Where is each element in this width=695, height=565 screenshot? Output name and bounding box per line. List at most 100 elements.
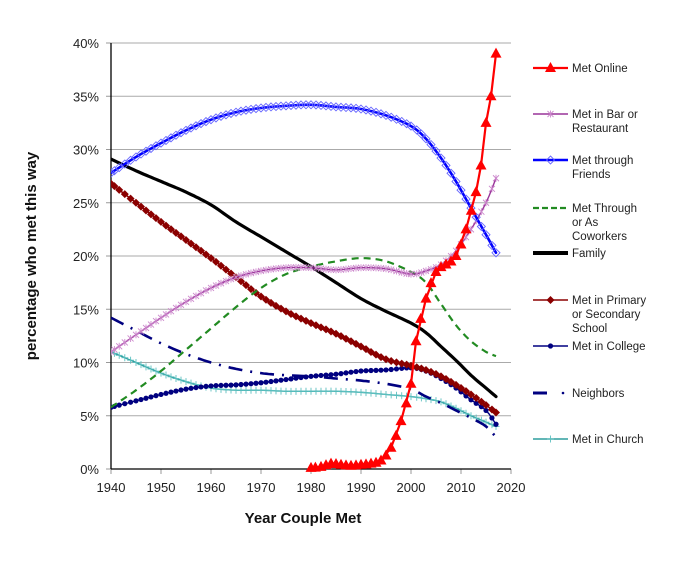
data-point-marker [158,391,164,398]
data-point-marker [460,223,472,234]
legend-label: Met in Primary [572,295,646,307]
data-point-marker [363,368,369,374]
data-point-marker [313,373,319,379]
data-point-marker [231,107,241,117]
data-point-marker [207,284,215,292]
x-tick-label: 1940 [97,480,126,495]
data-point-marker [217,279,225,287]
data-point-marker [381,110,391,121]
data-point-marker [137,202,145,211]
data-point-marker [147,365,155,373]
series-met-through-or-as-coworkers [111,257,497,409]
data-point-marker [137,327,145,335]
data-point-marker [407,270,415,278]
legend-item-met-in-primary-or-secondary-school: Met in Primary or Secondary School [533,295,646,335]
legend: Met Online Met in Bar or Restaurant Met thr… [533,62,646,446]
data-point-marker [406,121,416,131]
data-point-marker [481,230,491,240]
data-point-marker [352,264,360,272]
data-point-marker [400,397,412,408]
data-point-marker [167,373,175,381]
data-point-marker [188,385,194,391]
data-point-marker [332,266,340,274]
data-point-marker [361,105,371,115]
legend-item-met-through-friends: Met through Friends [533,155,633,181]
data-point-marker [390,429,402,440]
data-point-marker [187,239,195,248]
data-point-marker [247,285,255,294]
data-point-marker [128,399,134,405]
legend-label: or As [572,217,598,229]
data-point-marker [420,292,432,303]
data-point-marker [173,388,179,394]
data-point-marker [142,324,150,332]
series-line-family [111,157,498,399]
data-point-marker [471,212,481,222]
data-point-marker [425,277,437,288]
series-met-online [305,47,502,472]
series-line-neighbors [111,316,497,438]
x-tick-label: 1970 [247,480,276,495]
data-point-marker [172,304,180,312]
data-point-marker [153,393,159,399]
data-point-marker [162,221,170,230]
legend-label: Met Through [572,203,637,215]
data-point-marker [162,310,170,318]
y-tick-label: 20% [73,249,99,264]
data-point-marker [278,377,284,383]
legend-label: or Secondary [572,309,641,321]
data-point-marker [327,266,335,274]
series-family [111,157,498,399]
data-point-marker [492,174,500,182]
data-point-marker [413,393,421,401]
data-point-marker [376,109,386,119]
data-point-marker [362,264,370,272]
data-point-marker [465,204,477,215]
data-point-marker [412,125,422,135]
data-point-marker [348,369,354,375]
data-point-marker [198,384,204,390]
data-point-marker [186,123,196,133]
data-point-marker [258,380,264,386]
data-point-marker [243,381,249,387]
data-point-marker [252,268,260,276]
data-point-marker [416,129,427,139]
data-point-marker [490,47,502,58]
data-point-marker [436,153,446,163]
data-point-marker [451,176,461,187]
x-tick-label: 1980 [297,480,326,495]
data-point-marker [380,449,392,460]
data-point-marker [133,398,139,404]
data-point-marker [213,382,219,389]
data-point-marker [177,376,185,384]
data-point-marker [271,101,281,112]
series-met-in-primary-or-secondary-school [111,179,500,417]
data-point-marker [476,221,487,232]
data-point-marker [547,343,554,349]
legend-swatch-dot [561,391,565,395]
data-point-marker [206,115,216,125]
data-point-marker [307,264,315,272]
data-point-marker [143,395,149,401]
data-point-marker [202,250,210,259]
data-point-marker [152,317,160,325]
data-point-marker [431,146,441,156]
data-point-marker [482,418,490,426]
data-point-marker [221,110,231,120]
data-point-marker [217,261,225,270]
data-point-marker [142,206,150,215]
data-point-marker [212,282,220,290]
y-tick-label: 40% [73,36,99,51]
data-point-marker [111,168,116,178]
series-met-in-church [111,348,500,430]
y-tick-label: 30% [73,143,99,158]
data-point-marker [366,106,376,116]
legend-label: Met in College [572,341,646,353]
data-point-marker [132,331,140,339]
data-point-marker [252,288,260,297]
data-point-marker [251,103,261,114]
data-point-marker [462,409,470,417]
data-point-marker [132,359,140,366]
data-point-marker [263,379,269,385]
